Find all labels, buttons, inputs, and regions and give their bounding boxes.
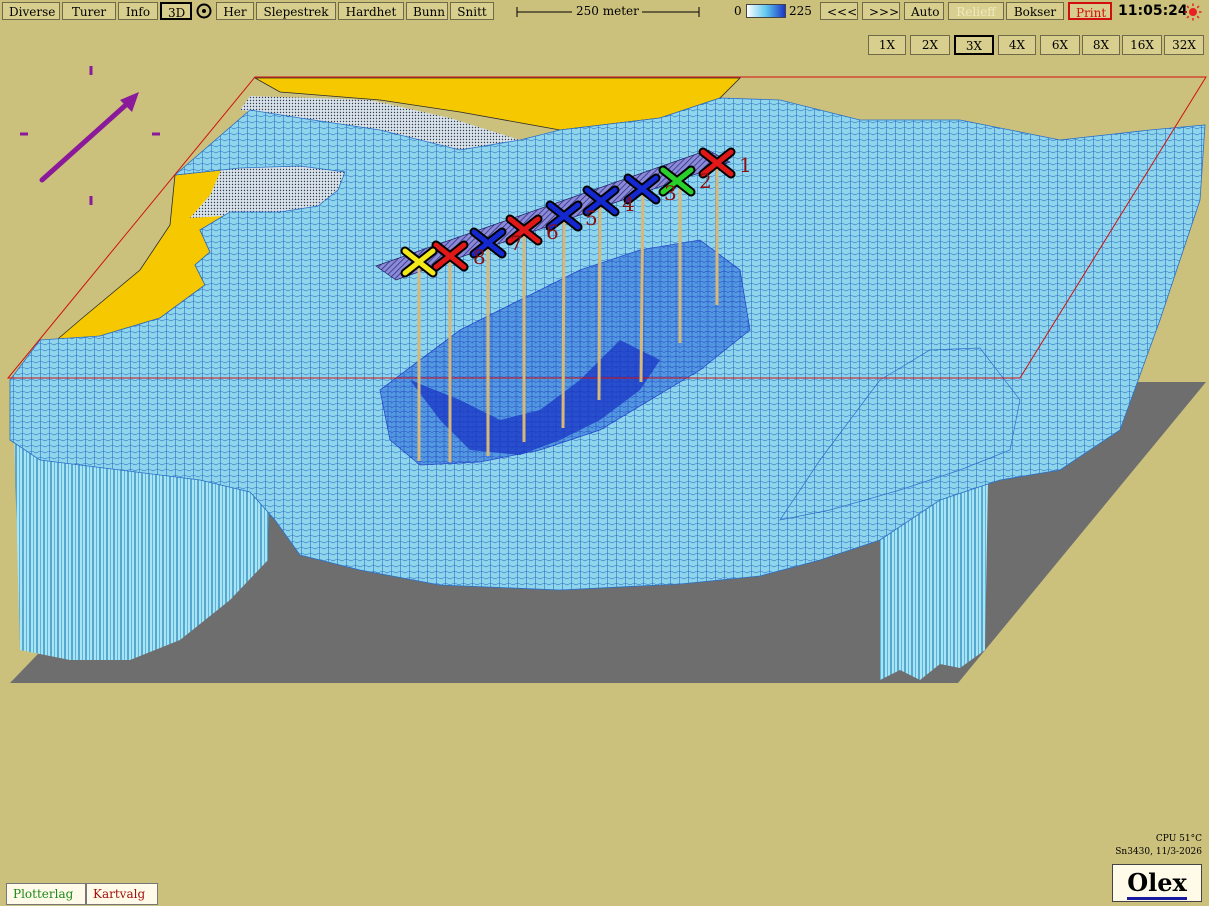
- small-island: [427, 123, 461, 135]
- bunn-button[interactable]: Bunn: [406, 2, 448, 20]
- zoom-1x-button[interactable]: 1X: [868, 35, 906, 55]
- center-target-icon[interactable]: [196, 3, 212, 19]
- marker-label: 2: [699, 169, 712, 193]
- zoom-4x-button[interactable]: 4X: [998, 35, 1036, 55]
- right-cliff-pillars: [880, 370, 990, 680]
- sun-icon[interactable]: [1184, 3, 1202, 21]
- diverse-button[interactable]: Diverse: [2, 2, 60, 20]
- auto-button[interactable]: Auto: [904, 2, 944, 20]
- clock: 11:05:24: [1118, 3, 1188, 19]
- bokser-button[interactable]: Bokser: [1006, 2, 1064, 20]
- hardhet-button[interactable]: Hardhet: [338, 2, 404, 20]
- scale-label: 250 meter: [576, 4, 639, 18]
- land-island-se: [898, 347, 986, 379]
- marker-label: 6: [546, 220, 559, 244]
- olex-logo-text: Olex: [1127, 868, 1187, 900]
- marker-label: 4: [622, 192, 635, 216]
- marker-label: 5: [585, 206, 598, 230]
- serial-info: Sn3430, 11/3-2026: [1115, 847, 1202, 857]
- left-cliff-pillars: [14, 430, 270, 660]
- depth-max-label: 225: [789, 4, 812, 18]
- history-forward-button[interactable]: >>>: [862, 2, 900, 20]
- land-area-west: [44, 165, 346, 351]
- water-surface: [9, 97, 1206, 591]
- marker-3-icon: [623, 173, 661, 205]
- toolbar: Diverse Turer Info 3D Her Slepestrek Har…: [0, 0, 1209, 24]
- marker-drop-lines: [417, 168, 719, 462]
- history-back-button[interactable]: <<<: [820, 2, 858, 20]
- marker-5-icon: [545, 200, 583, 232]
- compass-icon: [20, 66, 160, 205]
- marker-9-icon: [400, 246, 438, 278]
- marker-label: 7: [510, 231, 523, 255]
- cpu-temperature: CPU 51°C: [1155, 834, 1202, 844]
- zoom-3x-button[interactable]: 3X: [954, 35, 994, 55]
- marker-8-icon: [431, 240, 469, 272]
- marker-label: 1: [739, 153, 752, 177]
- print-button[interactable]: Print: [1068, 2, 1112, 20]
- transect-strip: [375, 149, 731, 281]
- deep-trench: [410, 340, 660, 455]
- info-button[interactable]: Info: [118, 2, 158, 20]
- turer-button[interactable]: Turer: [62, 2, 116, 20]
- marker-7-icon: [469, 227, 507, 259]
- 3d-button[interactable]: 3D: [160, 2, 192, 20]
- zoom-16x-button[interactable]: 16X: [1122, 35, 1162, 55]
- kartvalg-button[interactable]: Kartvalg: [86, 883, 158, 905]
- marker-4-icon: [582, 185, 620, 217]
- scale-bar: [516, 6, 700, 18]
- snitt-button[interactable]: Snitt: [450, 2, 494, 20]
- deep-basin: [379, 239, 751, 466]
- right-ridge: [779, 347, 1021, 521]
- olex-logo[interactable]: Olex: [1112, 864, 1202, 902]
- zoom-32x-button[interactable]: 32X: [1164, 35, 1204, 55]
- depth-color-scale: [746, 4, 786, 18]
- zoom-6x-button[interactable]: 6X: [1040, 35, 1080, 55]
- zoom-2x-button[interactable]: 2X: [910, 35, 950, 55]
- zoom-8x-button[interactable]: 8X: [1082, 35, 1120, 55]
- plotterlag-button[interactable]: Plotterlag: [6, 883, 86, 905]
- her-button[interactable]: Her: [216, 2, 254, 20]
- shallow-zone-west: [190, 150, 380, 218]
- marker-6-icon: [505, 214, 543, 246]
- shallow-zone: [240, 96, 520, 150]
- base-plane: [10, 382, 1206, 683]
- marker-1-icon: [698, 147, 736, 179]
- land-area: [253, 77, 741, 131]
- slepestrek-button[interactable]: Slepestrek: [256, 2, 336, 20]
- marker-2-icon: [658, 165, 696, 197]
- depth-min-label: 0: [734, 4, 742, 18]
- relieff-button[interactable]: Relieff: [948, 2, 1004, 20]
- top-plane-outline: [6, 76, 1207, 379]
- marker-label: 8: [473, 245, 486, 269]
- marker-label: 3: [664, 181, 677, 205]
